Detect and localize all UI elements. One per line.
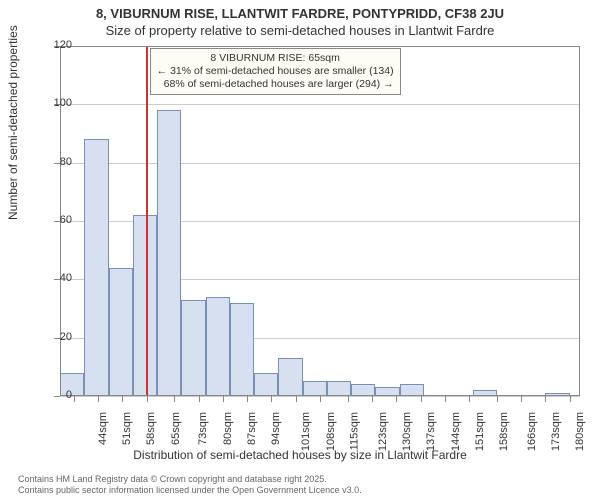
xtick bbox=[421, 396, 422, 402]
xtick-label: 101sqm bbox=[301, 412, 313, 451]
xtick bbox=[521, 396, 522, 402]
xtick bbox=[98, 396, 99, 402]
ytick-label: 60 bbox=[42, 214, 72, 226]
annotation-line-1: 8 VIBURNUM RISE: 65sqm bbox=[157, 52, 394, 65]
xtick-label: 108sqm bbox=[325, 412, 337, 451]
histogram-bar bbox=[84, 139, 108, 396]
ytick-label: 0 bbox=[42, 389, 72, 401]
xtick bbox=[545, 396, 546, 402]
gridline bbox=[60, 46, 580, 47]
histogram-bar bbox=[230, 303, 254, 396]
xtick-label: 115sqm bbox=[348, 412, 360, 450]
reference-line bbox=[146, 46, 148, 396]
footer: Contains HM Land Registry data © Crown c… bbox=[18, 474, 362, 496]
xtick bbox=[296, 396, 297, 402]
xtick bbox=[147, 396, 148, 402]
annotation-line-2: ← 31% of semi-detached houses are smalle… bbox=[157, 65, 394, 78]
xtick bbox=[396, 396, 397, 402]
histogram-bar bbox=[400, 384, 424, 396]
xtick bbox=[122, 396, 123, 402]
xtick bbox=[445, 396, 446, 402]
xtick bbox=[497, 396, 498, 402]
xtick-label: 73sqm bbox=[197, 412, 209, 445]
annotation-line-3: 68% of semi-detached houses are larger (… bbox=[157, 78, 394, 91]
xtick-label: 44sqm bbox=[97, 412, 109, 445]
histogram-bar bbox=[254, 373, 278, 396]
xtick bbox=[199, 396, 200, 402]
xtick-label: 158sqm bbox=[498, 412, 510, 451]
histogram-bar bbox=[181, 300, 205, 396]
ytick-label: 80 bbox=[42, 156, 72, 168]
gridline bbox=[60, 163, 580, 164]
xtick-label: 123sqm bbox=[377, 412, 389, 451]
xtick bbox=[348, 396, 349, 402]
ytick-label: 100 bbox=[42, 97, 72, 109]
ytick-label: 120 bbox=[42, 39, 72, 51]
xtick bbox=[174, 396, 175, 402]
histogram-bar bbox=[375, 387, 399, 396]
histogram-bar bbox=[473, 390, 497, 396]
footer-line-1: Contains HM Land Registry data © Crown c… bbox=[18, 474, 362, 485]
xtick bbox=[247, 396, 248, 402]
gridline bbox=[60, 104, 580, 105]
xtick-label: 51sqm bbox=[121, 412, 133, 445]
ytick-label: 20 bbox=[42, 331, 72, 343]
xtick-label: 166sqm bbox=[526, 412, 538, 451]
xtick-label: 137sqm bbox=[425, 412, 437, 451]
xtick bbox=[74, 396, 75, 402]
plot-area: 8 VIBURNUM RISE: 65sqm← 31% of semi-deta… bbox=[60, 46, 580, 396]
xtick-label: 151sqm bbox=[474, 412, 486, 451]
xtick-label: 58sqm bbox=[145, 412, 157, 445]
histogram-bar bbox=[303, 381, 327, 396]
xtick-label: 173sqm bbox=[550, 412, 562, 451]
xtick-label: 94sqm bbox=[270, 412, 282, 445]
xtick bbox=[469, 396, 470, 402]
histogram-bar bbox=[545, 393, 569, 396]
xtick bbox=[223, 396, 224, 402]
xtick bbox=[320, 396, 321, 402]
footer-line-2: Contains public sector information licen… bbox=[18, 485, 362, 496]
histogram-bar bbox=[206, 297, 230, 396]
y-axis-label: Number of semi-detached properties bbox=[6, 25, 20, 220]
xtick-label: 130sqm bbox=[401, 412, 413, 451]
histogram-bar bbox=[109, 268, 133, 396]
histogram-bar bbox=[157, 110, 181, 396]
xtick-label: 80sqm bbox=[222, 412, 234, 445]
title-line-1: 8, VIBURNUM RISE, LLANTWIT FARDRE, PONTY… bbox=[0, 0, 600, 21]
xtick-label: 87sqm bbox=[246, 412, 258, 445]
chart-container: 8, VIBURNUM RISE, LLANTWIT FARDRE, PONTY… bbox=[0, 0, 600, 500]
histogram-bar bbox=[327, 381, 351, 396]
title-line-2: Size of property relative to semi-detach… bbox=[0, 21, 600, 38]
xtick-label: 144sqm bbox=[450, 412, 462, 451]
histogram-bar bbox=[351, 384, 375, 396]
xtick-label: 65sqm bbox=[170, 412, 182, 445]
histogram-bar bbox=[278, 358, 302, 396]
xtick bbox=[271, 396, 272, 402]
xtick bbox=[570, 396, 571, 402]
ytick-label: 40 bbox=[42, 272, 72, 284]
xtick bbox=[372, 396, 373, 402]
annotation-box: 8 VIBURNUM RISE: 65sqm← 31% of semi-deta… bbox=[150, 48, 401, 95]
xtick-label: 180sqm bbox=[574, 412, 586, 451]
